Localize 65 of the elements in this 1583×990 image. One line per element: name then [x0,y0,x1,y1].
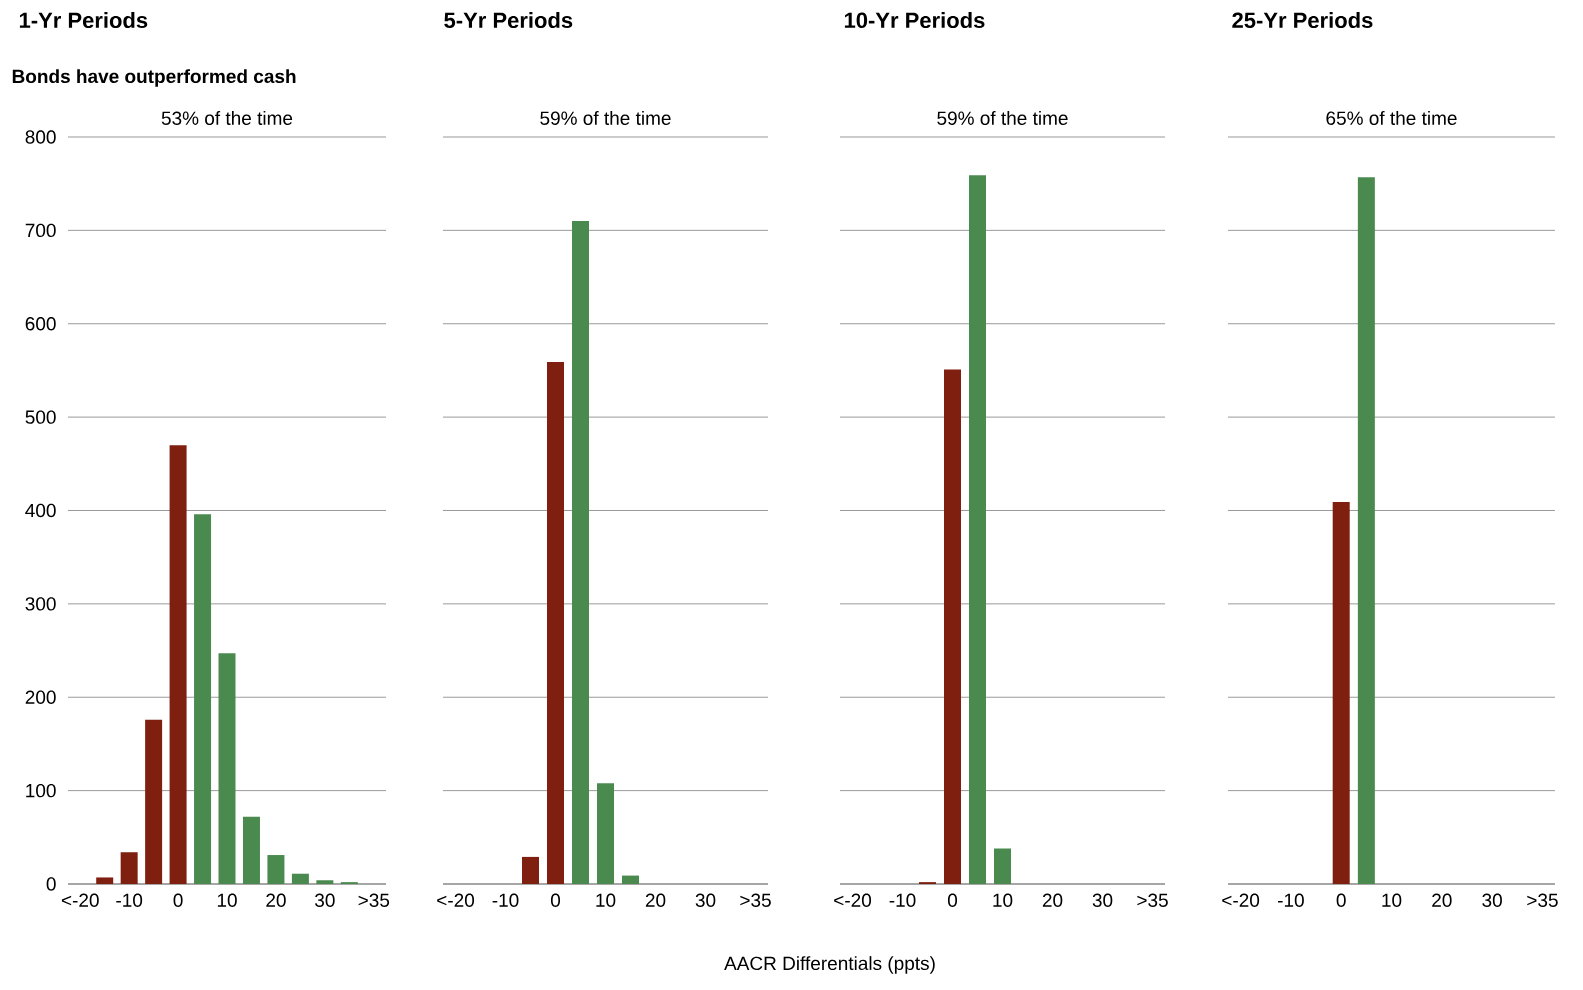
x-tick-label: 10 [1382,893,1402,907]
chart-title: 10-Yr Periods [844,11,985,29]
y-tick-label: 200 [25,690,56,704]
x-tick-label: 0 [550,893,561,907]
bar [597,783,615,884]
text: 65% of the time [1326,111,1457,125]
x-tick-label: 0 [1336,893,1346,907]
y-tick-label: 700 [25,223,56,238]
x-tick-label: 0 [173,893,183,907]
x-tick-label: >35 [740,893,771,907]
x-tick-label: 0 [947,893,958,907]
text: 59% of the time [937,111,1068,125]
x-tick-label: >35 [1137,893,1168,907]
x-tick-label: 20 [1042,893,1063,907]
chart-title: 5-Yr Periods [444,11,573,29]
x-tick-label: 10 [993,893,1013,907]
chart-title: 1-Yr Periods [19,11,148,29]
bar [572,221,590,884]
bar [547,362,565,884]
x-tick-label: <-20 [61,893,99,907]
x-tick-label: 10 [596,893,616,907]
bar [169,445,187,884]
bar [218,653,236,884]
bar [194,514,212,884]
x-tick-label: 30 [1482,893,1502,907]
x-tick-label: -10 [889,893,916,907]
bar [120,852,138,884]
x-tick-label: 20 [1432,893,1452,907]
x-tick-label: 30 [1092,893,1113,907]
y-tick-label: 800 [25,130,56,144]
bar [622,875,640,884]
bar [291,873,309,884]
y-tick-label: 500 [25,410,56,424]
x-tick-label: 30 [695,893,716,907]
x-tick-label: <-20 [437,893,475,907]
y-tick-label: 0 [46,877,56,891]
bar [96,877,114,884]
bar [994,848,1012,884]
bar [316,880,334,884]
bar [242,816,260,884]
x-tick-label: -10 [116,893,143,907]
chart-subtitle: Bonds have outperformed cash [12,69,296,87]
x-tick-label: -10 [492,893,519,907]
chart-title: 25-Yr Periods [1232,11,1373,29]
x-tick-label: 20 [645,893,666,907]
y-tick-label: 100 [26,783,56,798]
y-tick-label: 300 [25,597,56,611]
bar [267,855,285,884]
x-tick-label: >35 [358,893,390,907]
bar [145,719,163,884]
x-axis-title: AACR Differentials (ppts) [724,956,935,974]
x-tick-label: >35 [1527,893,1558,907]
x-tick-label: <-20 [1222,893,1260,907]
x-tick-label: 20 [266,893,286,907]
x-tick-label: <-20 [834,893,872,907]
x-tick-label: -10 [1278,893,1304,907]
x-tick-label: 10 [217,893,237,907]
text: 59% of the time [540,111,671,125]
y-tick-label: 400 [25,503,56,518]
bar [944,369,962,884]
bar [969,175,987,884]
y-tick-label: 600 [25,317,56,331]
bar [522,856,540,884]
text: 53% of the time [161,111,293,125]
x-tick-label: 30 [315,893,335,907]
